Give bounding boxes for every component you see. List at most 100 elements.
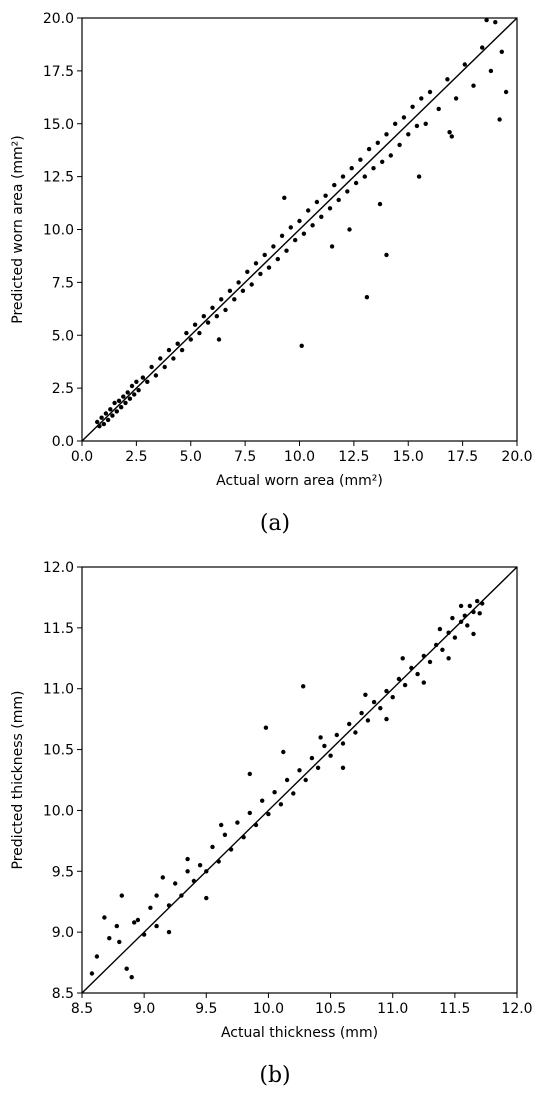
data-point	[445, 77, 450, 82]
data-point	[145, 379, 150, 384]
y-tick-label: 9.0	[52, 925, 74, 941]
data-point	[219, 822, 224, 828]
data-point	[249, 282, 254, 287]
panel-caption: (b)	[259, 1063, 290, 1088]
data-point	[245, 269, 250, 274]
data-point	[288, 225, 293, 230]
data-point	[223, 307, 228, 313]
data-point	[148, 905, 153, 910]
data-point	[154, 923, 159, 929]
data-point	[447, 130, 452, 135]
data-point	[282, 195, 287, 200]
data-point	[315, 765, 321, 770]
x-tick-label: 20.0	[501, 449, 532, 465]
y-tick-label: 12.0	[43, 560, 74, 576]
data-point	[347, 721, 352, 727]
data-point	[306, 208, 311, 213]
data-point	[108, 407, 113, 412]
plot-frame	[81, 566, 518, 994]
data-point	[471, 83, 476, 88]
data-point	[499, 49, 504, 54]
data-point	[384, 688, 389, 694]
x-tick-label: 8.5	[71, 1001, 93, 1017]
x-tick-label: 11.0	[377, 1001, 408, 1017]
data-point	[419, 96, 424, 101]
data-point	[94, 954, 100, 959]
x-tick-label: 11.5	[439, 1001, 470, 1017]
data-point	[384, 132, 389, 137]
data-point	[188, 337, 193, 342]
data-point	[271, 244, 276, 249]
data-point	[134, 379, 139, 384]
data-point	[140, 375, 146, 380]
data-point	[185, 856, 190, 862]
data-point	[484, 17, 489, 23]
y-tick-label: 5.0	[52, 328, 74, 344]
data-point	[465, 623, 470, 628]
y-axis-label: Predicted thickness (mm)	[10, 691, 26, 870]
data-point	[89, 971, 95, 976]
data-point	[110, 413, 115, 418]
data-point	[114, 409, 120, 414]
data-point	[462, 62, 467, 67]
data-point	[262, 252, 267, 258]
x-tick-label: 2.5	[125, 449, 147, 465]
data-point	[322, 743, 327, 749]
data-point	[401, 115, 407, 120]
data-point	[467, 603, 472, 609]
data-point	[471, 631, 476, 637]
data-point	[493, 20, 498, 25]
data-point	[378, 706, 383, 711]
data-point	[129, 975, 134, 980]
data-point	[240, 288, 246, 293]
data-point	[427, 89, 433, 95]
data-point	[291, 791, 296, 796]
data-point	[319, 214, 324, 219]
data-point	[132, 392, 137, 397]
data-point	[310, 223, 315, 228]
data-point	[132, 920, 137, 925]
data-point	[179, 347, 185, 353]
data-point	[266, 811, 271, 817]
data-point	[340, 174, 346, 179]
data-point	[345, 189, 350, 194]
data-point	[166, 929, 172, 935]
data-point	[260, 798, 265, 803]
panel-a: 0.0 2.5 5.0 7.5 10.0 12.5 15.0 17.5 20.0 0.0 2.5 5.…	[10, 11, 533, 536]
y-tick-label: 2.5	[52, 381, 74, 397]
data-point	[488, 68, 494, 74]
data-point	[297, 768, 302, 773]
x-tick-label: 12.0	[501, 1001, 532, 1017]
data-point	[453, 96, 459, 101]
data-point	[279, 233, 285, 238]
data-point	[101, 421, 107, 427]
y-tick-label: 10.5	[43, 743, 74, 759]
data-point	[353, 730, 358, 735]
data-point	[410, 104, 415, 110]
data-point	[301, 231, 307, 236]
data-point	[125, 390, 130, 395]
data-point	[393, 121, 398, 127]
data-point	[272, 790, 277, 795]
data-point	[397, 142, 402, 148]
panel-b: 8.5 9.0 9.5 10.0 10.5 11.0 11.5 12.0 8.5 9.0 9.5 10…	[10, 560, 533, 1088]
data-point	[201, 314, 206, 319]
data-point	[396, 676, 402, 682]
data-point	[301, 684, 306, 689]
data-point	[95, 419, 100, 425]
data-point	[107, 936, 112, 941]
x-axis-label: Actual thickness (mm)	[221, 1025, 378, 1041]
data-point	[336, 197, 341, 203]
data-point	[171, 356, 176, 361]
data-point	[377, 201, 383, 207]
data-point	[371, 699, 377, 705]
data-point	[232, 297, 237, 302]
data-point	[297, 218, 302, 224]
data-point	[135, 917, 141, 923]
y-tick-label: 15.0	[43, 117, 74, 133]
data-point	[480, 45, 485, 50]
data-point	[210, 844, 215, 850]
data-point	[184, 330, 189, 336]
data-point	[323, 193, 328, 198]
